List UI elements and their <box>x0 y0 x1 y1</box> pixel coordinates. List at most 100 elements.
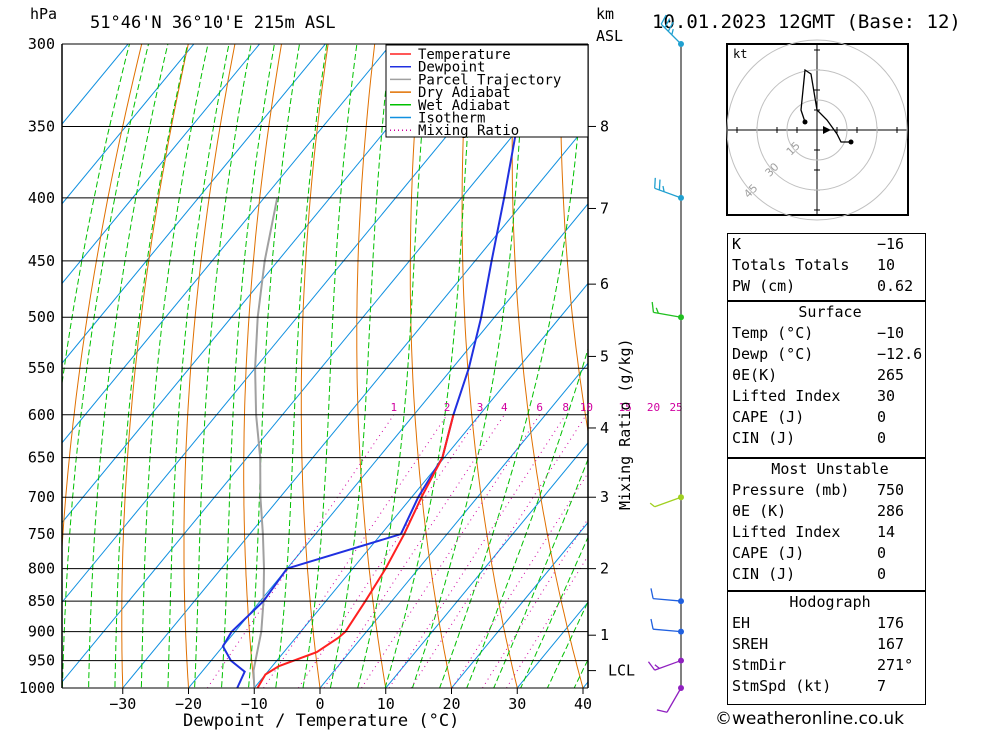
surface-title: Surface <box>798 303 862 321</box>
wind-barb-feather <box>660 14 667 25</box>
most-unstable-row: CIN (J) 0 <box>728 564 928 585</box>
mixing-ratio-label: 15 <box>619 401 632 414</box>
hodograph-stat-row: StmDir 271° <box>728 655 928 676</box>
pressure-tick-label: 650 <box>28 449 55 467</box>
wet-adiabat-line <box>167 44 230 688</box>
index-label: PW (cm) <box>732 277 796 295</box>
temperature-tick-label: 20 <box>442 695 460 713</box>
most-unstable-value: 14 <box>877 523 896 541</box>
surface-row: Lifted Index 30 <box>728 386 928 407</box>
mixing-ratio-labels: 1 2 3 4 6 8 10 15 20 25 <box>391 401 683 414</box>
wind-barb-feather <box>650 618 654 630</box>
surface-value: 30 <box>877 387 896 405</box>
pressure-tick-label: 850 <box>28 592 55 610</box>
hodograph-stat-row: EH 176 <box>728 613 928 634</box>
hodograph-stat-label: SREH <box>732 635 769 653</box>
hodograph-stat-value: 167 <box>877 635 905 653</box>
pressure-tick-label: 300 <box>28 35 55 53</box>
height-tick-label: 7 <box>600 199 609 217</box>
height-tick-label: 8 <box>600 117 609 135</box>
wind-barb-feather <box>649 502 656 508</box>
most-unstable-row: Lifted Index 14 <box>728 522 928 543</box>
x-axis-label: Dewpoint / Temperature (°C) <box>183 711 459 731</box>
most-unstable-label: CIN (J) <box>732 565 796 583</box>
isotherm-line <box>62 44 327 364</box>
height-tick-label: 6 <box>600 275 609 293</box>
most-unstable-title: Most Unstable <box>771 460 889 478</box>
mixing-ratio-label: 4 <box>501 401 508 414</box>
surface-value: −10 <box>877 324 905 342</box>
pressure-tick-label: 750 <box>28 525 55 543</box>
hodograph-table-title: Hodograph <box>789 593 871 611</box>
height-tick-label: 1 <box>600 626 609 644</box>
index-value: 10 <box>877 256 896 274</box>
wind-barb-shaft <box>654 496 682 508</box>
surface-label: θE(K) <box>732 366 778 384</box>
wind-profile <box>647 14 684 713</box>
surface-row: θE(K) 265 <box>728 365 928 386</box>
wet-adiabat-line <box>546 600 588 688</box>
storm-motion-marker <box>823 126 831 134</box>
mixing-ratio-label: 6 <box>536 401 543 414</box>
pressure-tick-label: 350 <box>28 117 55 135</box>
temperature-tick-label: −10 <box>241 695 268 713</box>
legend-label: Temperature <box>418 47 511 63</box>
copyright: ©weatheronline.co.uk <box>715 709 905 729</box>
most-unstable-table: Most Unstable Pressure (mb) 750 θE (K) 286 L… <box>728 459 928 585</box>
pressure-tick-label: 400 <box>28 189 55 207</box>
wet-adiabat-line <box>493 458 588 688</box>
index-value: −16 <box>877 235 905 253</box>
isotherm-line <box>62 44 129 125</box>
surface-label: Dewp (°C) <box>732 345 814 363</box>
wet-adiabat-line <box>275 44 328 688</box>
wet-adiabat-line <box>302 44 358 688</box>
hodograph-stat-label: StmSpd (kt) <box>732 677 832 695</box>
pressure-tick-label: 700 <box>28 488 55 506</box>
pressure-tick-label: 800 <box>28 560 55 578</box>
surface-table: Surface Temp (°C) −10 Dewp (°C) −12.6 θE(K) 2… <box>728 302 928 449</box>
surface-row: CIN (J) 0 <box>728 428 928 449</box>
surface-value: 265 <box>877 366 905 384</box>
hodograph-stat-row: SREH 167 <box>728 634 928 655</box>
hodograph-stat-value: 176 <box>877 614 905 632</box>
wet-adiabat-line <box>384 44 475 688</box>
surface-row: Dewp (°C) −12.6 <box>728 344 928 365</box>
surface-value: −12.6 <box>877 345 923 363</box>
mixing-ratio-label: 25 <box>669 401 682 414</box>
height-tick-label: 5 <box>600 347 609 365</box>
location-label: 51°46'N 36°10'E 215m ASL <box>90 13 336 33</box>
surface-label: CIN (J) <box>732 429 796 447</box>
pressure-tick-label: 550 <box>28 359 55 377</box>
hodograph-unit: kt <box>733 47 747 61</box>
hodograph-start-point <box>802 119 808 125</box>
isotherm-line <box>319 362 588 688</box>
hodograph-table: Hodograph EH 176 SREH 167 StmDir 271° StmSpd (… <box>728 592 928 697</box>
index-label: K <box>732 235 742 253</box>
wet-adiabat-line <box>439 44 586 688</box>
pressure-tick-label: 450 <box>28 252 55 270</box>
hodograph-stat-value: 7 <box>877 677 887 695</box>
temperature-profile <box>256 414 455 688</box>
hodograph-stat-row: StmSpd (kt) 7 <box>728 676 928 697</box>
most-unstable-label: CAPE (J) <box>732 544 805 562</box>
wet-adiabat-line <box>520 535 588 688</box>
wet-adiabat-line <box>62 44 130 388</box>
mixing-ratio-label: 10 <box>580 401 593 414</box>
height-tick-label: 4 <box>600 419 609 437</box>
mixing-ratio-label: 2 <box>444 401 451 414</box>
wind-barb-feather <box>654 664 660 669</box>
temperature-tick-label: 0 <box>315 695 324 713</box>
index-row: Totals Totals 10 <box>728 255 928 276</box>
wind-barb-shaft <box>653 597 682 602</box>
mixing-ratio-label: 20 <box>647 401 660 414</box>
most-unstable-box: Most Unstable Pressure (mb) 750 θE (K) 286 L… <box>727 458 926 591</box>
index-label: Totals Totals <box>732 256 850 274</box>
indices-table: K −16 Totals Totals 10 PW (cm) 0.62 <box>728 234 928 297</box>
isotherm-line <box>62 44 392 444</box>
wet-adiabat-line <box>114 44 189 688</box>
legend-label: Parcel Trajectory <box>418 72 561 88</box>
hodograph-ring <box>786 99 848 161</box>
wet-adiabat-line <box>88 44 169 688</box>
